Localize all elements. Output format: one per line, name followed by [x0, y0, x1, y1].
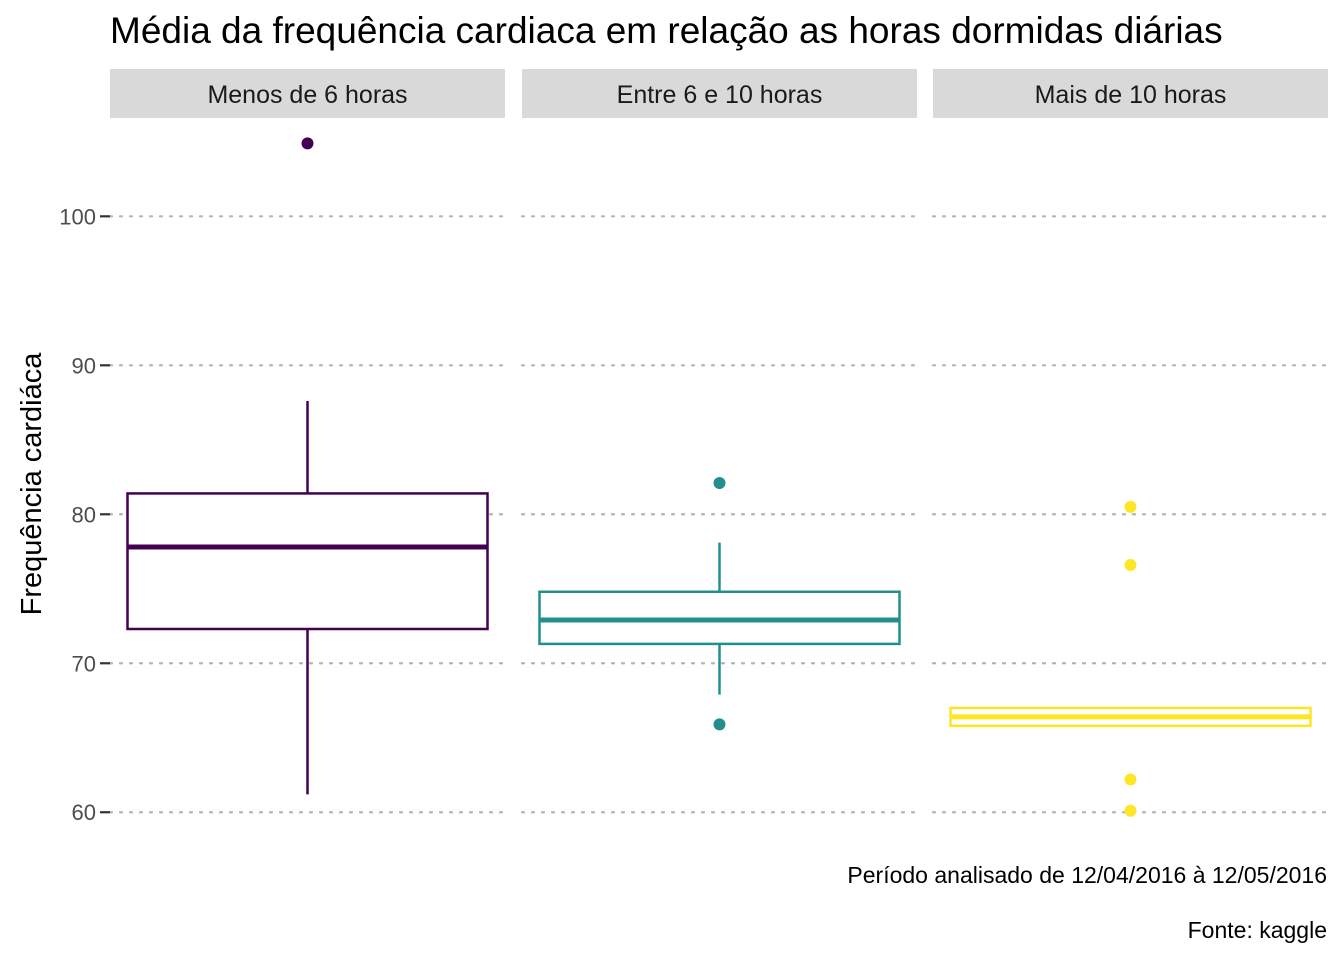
y-tick-label: 90	[72, 353, 96, 378]
outlier-point	[1124, 804, 1137, 817]
panel-3: Mais de 10 horas	[931, 69, 1330, 817]
outlier-point	[1124, 500, 1137, 513]
outlier-point	[713, 718, 726, 731]
chart-title: Média da frequência cardiaca em relação …	[110, 10, 1223, 51]
y-tick-label: 70	[72, 651, 96, 676]
box-iqr	[126, 492, 489, 631]
facet-strip	[522, 69, 917, 118]
caption-source: Fonte: kaggle	[1188, 917, 1327, 943]
panel-2: Entre 6 e 10 horas	[520, 69, 919, 814]
facet-strip-label: Entre 6 e 10 horas	[617, 81, 823, 109]
facet-strip-label: Menos de 6 horas	[207, 81, 407, 109]
outlier-point	[301, 137, 314, 150]
caption-period: Período analisado de 12/04/2016 à 12/05/…	[847, 862, 1327, 888]
panels-layer: Menos de 6 horas Entre 6 e 10 horas Mais d…	[108, 69, 1330, 817]
y-tick-label: 100	[59, 204, 96, 229]
outlier-point	[713, 477, 726, 489]
y-tick-label: 60	[72, 800, 96, 825]
outlier-point	[1124, 558, 1137, 571]
outlier-point	[1124, 773, 1137, 786]
panel-1: Menos de 6 horas	[108, 69, 507, 814]
facet-strip-label: Mais de 10 horas	[1035, 81, 1227, 109]
y-axis-ticks: 60 70 80 90 100	[59, 204, 110, 825]
y-axis-title: Frequência cardiáca	[16, 352, 48, 616]
facet-strip	[110, 69, 505, 118]
facet-strip	[933, 69, 1328, 118]
y-tick-label: 80	[72, 502, 96, 527]
